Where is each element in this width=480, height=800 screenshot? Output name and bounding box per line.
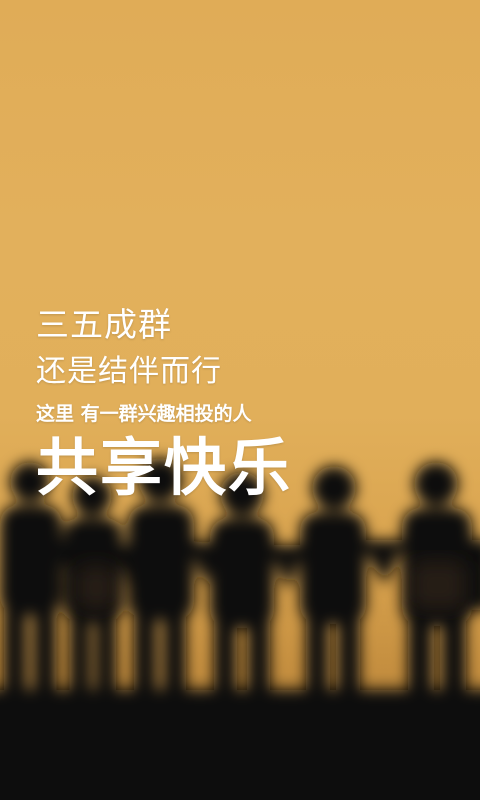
slogan-block: 三五成群 还是结伴而行 这里 有一群兴趣相投的人 共享快乐 (36, 300, 292, 506)
slogan-line-3: 这里 有一群兴趣相投的人 (36, 403, 252, 425)
slogan-line-1: 三五成群 (36, 305, 172, 344)
slogan-headline: 共享快乐 (36, 431, 293, 504)
slogan-line-2: 还是结伴而行 (36, 354, 222, 389)
